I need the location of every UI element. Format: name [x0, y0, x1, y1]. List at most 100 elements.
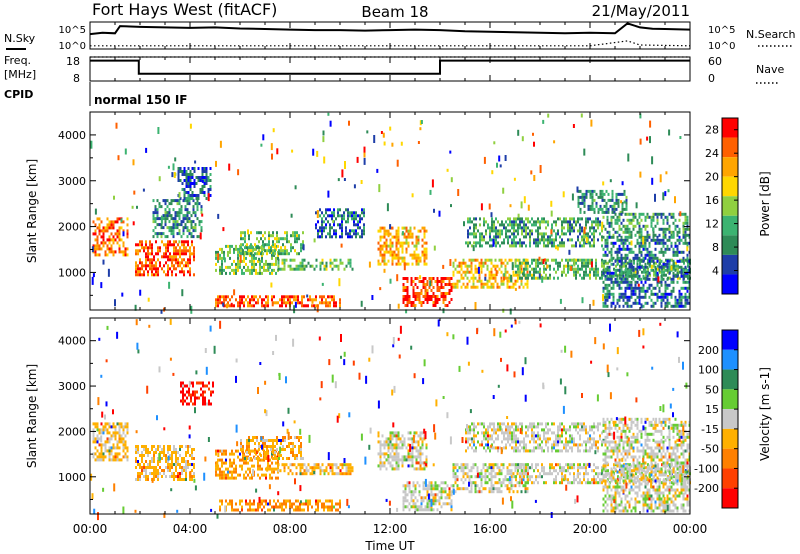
echo-cell — [389, 464, 392, 468]
echo-cell — [666, 247, 669, 251]
echo-cell — [299, 267, 302, 271]
echo-cell — [557, 217, 559, 221]
echo-cell — [193, 185, 196, 188]
echo-cell — [662, 298, 665, 302]
echo-cell — [124, 422, 127, 426]
echo-cell — [299, 508, 301, 512]
echo-cell — [630, 259, 633, 263]
echo-cell — [200, 387, 202, 391]
echo-cell — [143, 469, 145, 472]
echo-cell — [412, 493, 415, 497]
echo-scatter — [114, 299, 116, 307]
echo-cell — [403, 232, 406, 236]
echo-cell — [601, 210, 604, 214]
echo-cell — [92, 244, 95, 248]
echo-cell — [191, 457, 193, 460]
echo-cell — [686, 298, 689, 302]
echo-cell — [387, 446, 390, 450]
echo-cell — [122, 449, 125, 453]
echo-cell — [523, 235, 525, 239]
echo-cell — [293, 258, 296, 262]
echo-cell — [294, 454, 296, 457]
echo-cell — [648, 233, 651, 237]
echo-cell — [98, 437, 101, 441]
echo-cell — [240, 246, 242, 250]
echo-cell — [491, 220, 493, 224]
echo-cell — [587, 217, 589, 221]
echo-cell — [141, 246, 143, 250]
echo-cell — [519, 217, 521, 221]
echo-cell — [349, 214, 351, 218]
echo-cell — [339, 301, 341, 305]
echo-cell — [302, 240, 304, 244]
echo-scatter — [400, 141, 403, 146]
echo-cell — [420, 304, 423, 307]
echo-cell — [424, 295, 427, 298]
echo-cell — [171, 451, 173, 454]
echo-cell — [581, 226, 583, 230]
echo-cell — [619, 192, 622, 196]
echo-cell — [307, 505, 309, 509]
echo-cell — [197, 167, 200, 170]
echo-cell — [246, 445, 248, 448]
echo-cell — [612, 274, 615, 278]
echo-scatter — [306, 294, 309, 298]
echo-cell — [606, 304, 609, 308]
echo-scatter — [521, 136, 524, 142]
echo-cell — [573, 220, 575, 224]
echo-cell — [507, 223, 509, 227]
echo-cell — [484, 261, 487, 265]
echo-cell — [307, 298, 309, 302]
echo-cell — [192, 381, 194, 385]
echo-cell — [583, 195, 586, 199]
echo-cell — [266, 451, 268, 454]
echo-cell — [139, 267, 141, 271]
echo-cell — [184, 199, 187, 203]
echo-cell — [529, 238, 531, 242]
echo-cell — [284, 448, 286, 451]
echo-cell — [579, 258, 581, 262]
echo-cell — [158, 205, 161, 209]
echo-cell — [120, 226, 123, 230]
echo-cell — [120, 422, 123, 426]
echo-cell — [389, 241, 392, 245]
echo-cell — [646, 265, 649, 269]
echo-cell — [539, 226, 541, 230]
echo-cell — [277, 499, 279, 503]
echo-scatter — [581, 297, 584, 304]
echo-cell — [682, 280, 685, 284]
echo-cell — [472, 273, 475, 277]
echo-cell — [295, 298, 297, 302]
echo-cell — [399, 241, 402, 245]
echo-cell — [278, 240, 280, 244]
echo-cell — [303, 469, 306, 473]
echo-cell — [337, 211, 339, 215]
echo-cell — [383, 250, 386, 254]
echo-scatter — [142, 188, 145, 192]
echo-cell — [155, 469, 157, 472]
echo-cell — [624, 212, 627, 216]
echo-cell — [233, 268, 235, 272]
echo-cell — [597, 273, 599, 277]
echo-cell — [421, 461, 424, 465]
echo-cell — [628, 259, 631, 263]
echo-cell — [271, 295, 273, 299]
echo-cell — [602, 224, 605, 228]
echo-cell — [335, 264, 338, 268]
echo-cell — [569, 258, 571, 262]
echo-cell — [409, 235, 412, 239]
echo-cell — [424, 277, 427, 280]
echo-cell — [589, 261, 591, 265]
echo-cell — [587, 220, 589, 224]
echo-cell — [664, 250, 667, 254]
echo-cell — [112, 443, 115, 447]
echo-cell — [160, 235, 163, 239]
echo-cell — [391, 446, 394, 450]
echo-cell — [152, 199, 155, 203]
echo-cell — [268, 445, 270, 448]
echo-cell — [301, 295, 303, 299]
echo-cell — [664, 235, 667, 239]
echo-cell — [158, 232, 161, 236]
echo-cell — [626, 304, 629, 308]
echo-cell — [490, 276, 493, 280]
